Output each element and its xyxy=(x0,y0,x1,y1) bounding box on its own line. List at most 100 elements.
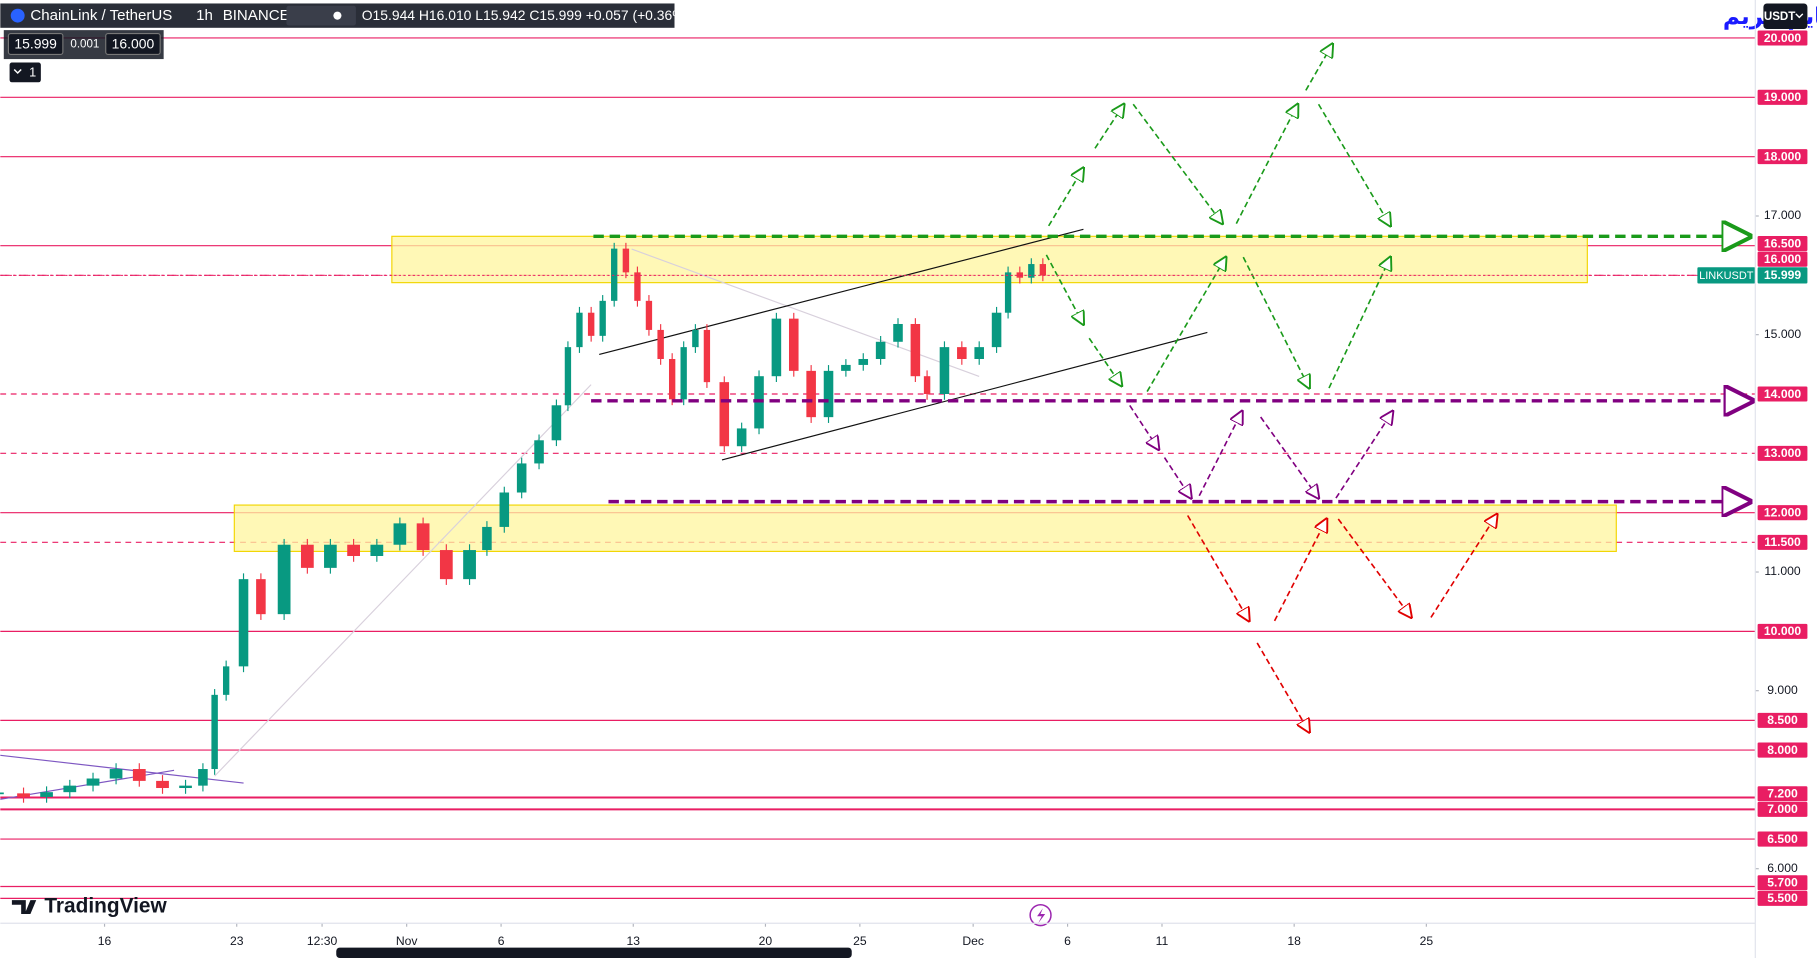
level-label: 6.500 xyxy=(1767,832,1798,846)
projection-arrow xyxy=(1430,514,1497,618)
bid-box[interactable] xyxy=(7,33,64,56)
candle-body xyxy=(957,347,967,359)
candle-body xyxy=(439,550,453,580)
level-label-box xyxy=(1757,89,1808,105)
replay-icon[interactable] xyxy=(1029,903,1052,927)
projection-arrow xyxy=(1235,104,1297,224)
candle-body xyxy=(238,579,249,667)
projection-arrow xyxy=(1317,103,1391,226)
levels xyxy=(0,37,1756,899)
price-tag-value: 15.999 xyxy=(1764,268,1801,282)
candle-body xyxy=(692,329,699,348)
level-label-box xyxy=(1757,875,1808,891)
level-label-box xyxy=(1757,712,1808,728)
x-tick-label: 6 xyxy=(1064,934,1071,948)
level-label-box xyxy=(1757,534,1808,550)
candle-body xyxy=(256,579,266,615)
channel-line xyxy=(721,331,1208,461)
indicator-toggle[interactable] xyxy=(9,62,41,83)
candle-body xyxy=(463,550,476,580)
candle-body xyxy=(1004,272,1012,313)
projection-arrow xyxy=(1256,642,1309,732)
candle-body xyxy=(347,544,360,557)
spread: 0.001 xyxy=(70,39,99,51)
level-label-box xyxy=(1757,801,1808,817)
level-label-box xyxy=(1757,831,1808,847)
projection-arrow xyxy=(1328,257,1390,389)
level-label: 16.000 xyxy=(1764,252,1801,266)
candle-body xyxy=(40,792,53,797)
candle-body xyxy=(551,405,562,441)
chevron xyxy=(1795,13,1804,19)
candle-body xyxy=(17,793,30,797)
currency-button[interactable] xyxy=(1763,3,1808,29)
ask-box[interactable] xyxy=(105,33,161,56)
projection-arrow xyxy=(1129,404,1159,449)
candle-body xyxy=(393,523,407,545)
candle-body xyxy=(86,778,100,786)
projection-arrow xyxy=(1305,44,1333,91)
ohlc: O15.944 H16.010 L15.942 C15.999 +0.057 (… xyxy=(362,7,689,23)
candle-body xyxy=(516,463,527,493)
level-label: 14.000 xyxy=(1764,387,1801,401)
bolt xyxy=(1037,908,1046,924)
candle-body xyxy=(416,523,430,551)
candle-body xyxy=(277,544,291,615)
candle-body xyxy=(499,492,510,527)
level-label-box xyxy=(1757,251,1808,267)
x-tick-label: Dec xyxy=(962,934,984,948)
candle-body xyxy=(736,428,747,447)
toolbar[interactable] xyxy=(336,947,852,958)
candle-body xyxy=(611,248,618,301)
level-label: 13.000 xyxy=(1764,446,1801,460)
projection-arrow xyxy=(1088,337,1121,385)
currency: USDT xyxy=(1764,11,1796,23)
toggle-dot xyxy=(333,11,342,20)
y-tick-label: 6.000 xyxy=(1767,861,1798,875)
y-tick-label: 9.000 xyxy=(1767,683,1798,697)
projection-arrow xyxy=(1259,416,1319,498)
candle-body xyxy=(823,370,834,418)
level-label: 7.200 xyxy=(1767,787,1798,801)
level-label: 10.000 xyxy=(1764,624,1801,638)
level-label: 8.000 xyxy=(1767,743,1798,757)
candle-body xyxy=(910,323,921,377)
price-tag-symbol-box xyxy=(1697,267,1756,284)
candle-body xyxy=(668,358,676,400)
symbol-icon xyxy=(10,8,25,23)
x-tick-label: 16 xyxy=(98,934,112,948)
interval[interactable]: 1h xyxy=(196,7,213,24)
candle-body xyxy=(179,785,192,789)
candle-body xyxy=(564,347,572,406)
level-label: 7.000 xyxy=(1767,802,1798,816)
projection-arrow xyxy=(1094,104,1124,149)
visibility-toggle[interactable] xyxy=(286,5,356,26)
candle-body xyxy=(788,318,799,371)
candle-body xyxy=(109,769,123,779)
level-label-box xyxy=(1757,505,1808,521)
candle-body xyxy=(657,329,664,359)
projection-arrow xyxy=(1186,515,1249,620)
chevron xyxy=(13,68,22,75)
projection-arrow xyxy=(1132,103,1222,223)
x-tick-label: 13 xyxy=(627,934,641,948)
candle-body xyxy=(622,248,630,273)
y-tick-label: 17.000 xyxy=(1764,208,1801,222)
candle-body xyxy=(576,312,583,348)
projection-arrow xyxy=(1198,411,1242,497)
x-tick-label: 25 xyxy=(1420,934,1434,948)
ask: 16.000 xyxy=(112,35,155,51)
projection-arrow xyxy=(1146,257,1226,392)
candle-body xyxy=(198,769,208,786)
level-label: 12.000 xyxy=(1764,505,1801,519)
channel-line xyxy=(599,228,1084,356)
x-tick-label: 25 xyxy=(853,934,867,948)
projection-arrow xyxy=(1163,457,1192,499)
candle-body xyxy=(923,376,931,395)
level-label-box xyxy=(1757,786,1808,802)
logo-mark xyxy=(11,900,37,914)
level-label-box xyxy=(1757,386,1808,402)
candle-body xyxy=(300,544,314,568)
level-label-box xyxy=(1757,742,1808,758)
